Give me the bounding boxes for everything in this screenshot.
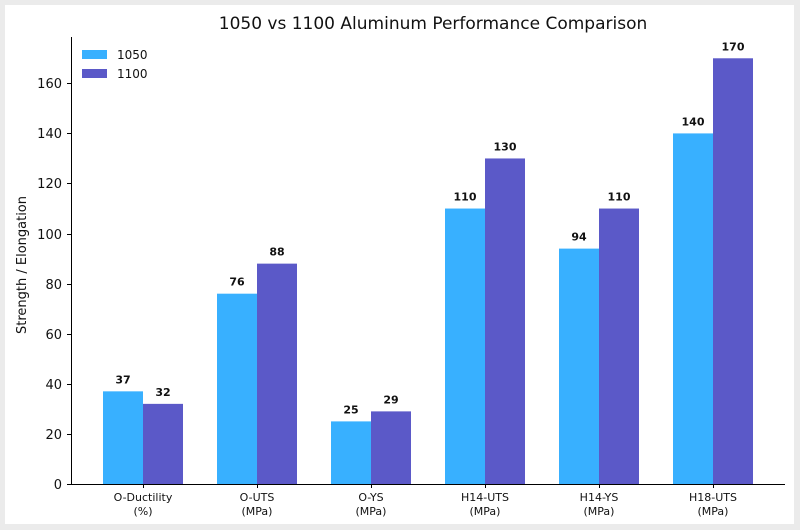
x-tick-label-line: (MPa): [242, 505, 273, 518]
legend-label-1100: 1100: [117, 67, 148, 81]
chart-title: 1050 vs 1100 Aluminum Performance Compar…: [219, 14, 648, 34]
x-tick-label-line: (%): [133, 505, 152, 518]
y-tick-label: 60: [45, 328, 62, 343]
y-tick-label: 40: [45, 378, 62, 393]
bar-1100-5: [713, 58, 753, 485]
x-axis-ticks: O-Ductility (%)O-UTS (MPa)O-YS (MPa)H14-UTS…: [114, 484, 737, 518]
y-tick-label: 0: [54, 478, 62, 493]
data-label: 25: [343, 403, 358, 416]
y-axis-label: Strength / Elongation: [15, 196, 30, 334]
bar-1100-3: [485, 158, 525, 484]
x-tick-label: H14-YS (MPa): [580, 491, 619, 518]
bar-1050-4: [559, 248, 599, 484]
data-label: 110: [608, 191, 631, 204]
x-tick-label-line: (MPa): [356, 505, 387, 518]
y-tick-label: 80: [45, 278, 62, 293]
bars-group: 37 32 76 88 25 29 110 130 94 110 140 170: [103, 40, 753, 485]
x-tick-label: O-Ductility (%): [114, 491, 173, 518]
x-tick-label: H14-UTS (MPa): [461, 491, 509, 518]
x-tick-label-line: H14-UTS: [461, 491, 509, 504]
data-label: 76: [229, 276, 245, 289]
x-tick-label: O-YS (MPa): [356, 491, 387, 518]
x-tick-label: O-UTS (MPa): [240, 491, 275, 518]
legend-swatch-1050: [82, 50, 107, 59]
data-label: 110: [454, 191, 477, 204]
x-tick-label-line: O-Ductility: [114, 491, 173, 504]
x-tick-label: H18-UTS (MPa): [689, 491, 737, 518]
bar-1050-2: [331, 421, 371, 484]
data-label: 37: [115, 373, 130, 386]
y-axis-ticks: 0 20 40 60 80 100 120 140 160: [37, 77, 71, 493]
data-label: 29: [383, 393, 398, 406]
x-tick-label-line: (MPa): [584, 505, 615, 518]
legend-label-1050: 1050: [117, 48, 148, 62]
bar-1100-4: [599, 208, 639, 484]
chart-frame: 1050 vs 1100 Aluminum Performance Compar…: [5, 5, 794, 524]
bar-1100-1: [257, 263, 297, 484]
x-tick-label-line: (MPa): [698, 505, 729, 518]
x-tick-label-line: (MPa): [470, 505, 501, 518]
data-label: 170: [722, 40, 745, 53]
data-label: 94: [571, 231, 587, 244]
y-tick-label: 100: [37, 228, 62, 243]
data-label: 140: [682, 115, 705, 128]
bar-1050-3: [445, 208, 485, 484]
x-tick-label-line: O-YS: [358, 491, 383, 504]
data-label: 130: [494, 140, 517, 153]
y-tick-label: 120: [37, 177, 62, 192]
bar-1100-2: [371, 411, 411, 484]
data-label: 32: [155, 386, 170, 399]
y-tick-label: 160: [37, 77, 62, 92]
data-label: 88: [269, 246, 284, 259]
bar-chart: 1050 vs 1100 Aluminum Performance Compar…: [15, 14, 785, 518]
x-tick-label-line: H14-YS: [580, 491, 619, 504]
bar-1100-0: [143, 403, 183, 484]
x-tick-label-line: H18-UTS: [689, 491, 737, 504]
legend: 1050 1100: [82, 48, 148, 81]
legend-swatch-1100: [82, 69, 107, 78]
x-tick-label-line: O-UTS: [240, 491, 275, 504]
bar-1050-0: [103, 391, 143, 484]
y-tick-label: 20: [45, 428, 62, 443]
bar-1050-1: [217, 293, 257, 484]
y-tick-label: 140: [37, 127, 62, 142]
bar-1050-5: [673, 133, 713, 485]
